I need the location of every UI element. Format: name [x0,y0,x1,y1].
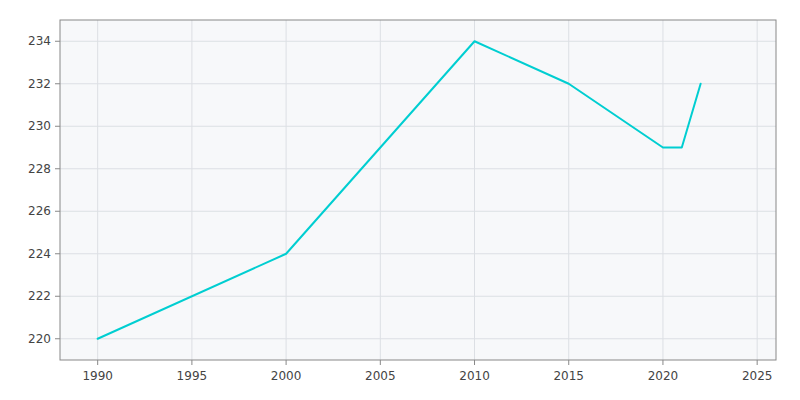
chart-svg: 1990 1995 2000 2005 2010 2015 2020 2025 220 222 22… [0,0,800,400]
y-grid-line [60,296,776,297]
y-tick-label: 226 [28,204,51,218]
y-tick [55,211,60,212]
y-tick [55,83,60,84]
grid [60,20,776,360]
y-tick-label: 230 [28,119,51,133]
x-tick [380,360,381,365]
y-grid-line [60,83,776,84]
x-tick [97,360,98,365]
y-tick [55,168,60,169]
y-grid-line [60,126,776,127]
x-tick [662,360,663,365]
y-tick-label: 220 [28,332,51,346]
x-grid-line [757,20,758,360]
x-tick-label: 2020 [648,369,679,383]
line [98,41,701,339]
x-grid-line [97,20,98,360]
y-tick [55,338,60,339]
x-tick [191,360,192,365]
axes: 1990 1995 2000 2005 2010 2015 2020 2025 220 222 22… [28,20,776,383]
y-grid-line [60,338,776,339]
x-tick-label: 2015 [553,369,584,383]
y-tick-label: 232 [28,77,51,91]
y-tick [55,253,60,254]
x-grid-line [191,20,192,360]
x-grid-line [568,20,569,360]
y-tick-label: 234 [28,34,51,48]
y-tick [55,41,60,42]
y-grid-line [60,41,776,42]
x-tick [568,360,569,365]
y-grid-line [60,211,776,212]
x-tick [474,360,475,365]
x-tick-label: 1995 [177,369,208,383]
y-grid-line [60,253,776,254]
x-grid-line [474,20,475,360]
y-tick-label: 224 [28,247,51,261]
y-tick-label: 228 [28,162,51,176]
x-tick-label: 2025 [742,369,773,383]
x-tick-label: 2005 [365,369,396,383]
x-tick-label: 2010 [459,369,490,383]
x-tick-label: 1990 [82,369,113,383]
plot-background [60,20,776,360]
data-layer [98,41,701,339]
x-grid-line [662,20,663,360]
x-tick [286,360,287,365]
x-tick [757,360,758,365]
chart-container: 1990 1995 2000 2005 2010 2015 2020 2025 220 222 22… [0,0,800,400]
y-tick [55,296,60,297]
y-tick [55,126,60,127]
y-tick-label: 222 [28,289,51,303]
x-grid-line [380,20,381,360]
x-grid-line [286,20,287,360]
plot-frame [60,20,776,360]
x-tick-label: 2000 [271,369,302,383]
y-grid-line [60,168,776,169]
